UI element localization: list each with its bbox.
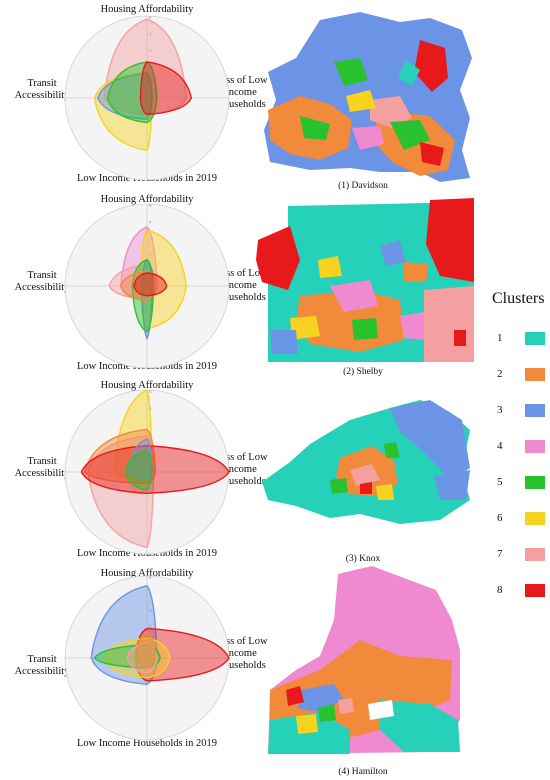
radar-tick-label: 4: [149, 31, 152, 36]
radar-tick-label: 3: [149, 608, 152, 613]
axis-label-top: Housing Affordability: [100, 380, 194, 391]
legend-swatch-1: [525, 332, 545, 345]
radar-series-cluster-2: [136, 630, 156, 669]
axis-label-top: Housing Affordability: [100, 4, 194, 15]
radar-series-cluster-3: [90, 585, 158, 685]
legend-label-5: 5: [497, 476, 503, 488]
radar-series-cluster-2: [83, 428, 156, 485]
radar-series-cluster-5: [124, 449, 153, 491]
radar-series-cluster-8: [133, 272, 168, 297]
radar-tick-label: 5: [149, 389, 152, 394]
axis-label-top: Housing Affordability: [100, 194, 194, 205]
axis-label-left: Transit Accessibility: [14, 78, 70, 101]
radar-tick-label: 5: [149, 203, 152, 208]
map-caption-hamilton: (4) Hamilton: [338, 767, 388, 777]
axis-label-right: Loss of Low Income Households: [214, 452, 268, 487]
map-caption-knox: (3) Knox: [345, 554, 381, 564]
radar-tick-label: 5: [149, 575, 152, 580]
radar-tick-label: 2: [149, 438, 152, 443]
legend-swatch-7: [525, 548, 545, 561]
radar-series-cluster-2: [120, 270, 155, 302]
axis-label-left: Transit Accessibility: [14, 654, 70, 677]
radar-series-cluster-5: [106, 61, 158, 124]
radar-tick-label: 5: [149, 15, 152, 20]
map-caption-davidson: (1) Davidson: [338, 181, 388, 191]
legend-label-1: 1: [497, 332, 503, 344]
radar-tick-label: 0: [149, 97, 152, 102]
radar-tick-label: 3: [149, 48, 152, 53]
radar-tick-label: 1: [149, 641, 152, 646]
radar-series-cluster-8: [80, 445, 230, 495]
legend-swatch-2: [525, 368, 545, 381]
legend-title: Clusters: [492, 290, 545, 307]
radar-tick-label: 4: [149, 405, 152, 410]
legend-swatch-5: [525, 476, 545, 489]
radar-tick-label: 2: [149, 624, 152, 629]
axis-label-left: Transit Accessibility: [14, 270, 70, 293]
axis-label-top: Housing Affordability: [100, 568, 194, 579]
legend-label-3: 3: [497, 404, 503, 416]
legend-swatch-8: [525, 584, 545, 597]
legend-label-8: 8: [497, 584, 503, 596]
legend-label-7: 7: [497, 548, 503, 560]
radar-tick-label: 3: [149, 236, 152, 241]
axis-label-bottom: Low Income Households in 2019: [77, 738, 217, 749]
legend-label-4: 4: [497, 440, 503, 452]
legend-label-2: 2: [497, 368, 503, 380]
radar-tick-label: 0: [149, 471, 152, 476]
axis-label-right: Loss of Low Income Households: [214, 268, 268, 303]
radar-tick-label: 4: [149, 219, 152, 224]
radar-tick-label: 0: [149, 657, 152, 662]
legend-label-6: 6: [497, 512, 503, 524]
radar-series-cluster-6: [113, 389, 153, 481]
legend-swatch-3: [525, 404, 545, 417]
axis-label-left: Transit Accessibility: [14, 456, 70, 479]
radar-series-cluster-8: [139, 61, 193, 116]
map-caption-shelby: (2) Shelby: [343, 367, 383, 377]
legend-swatch-6: [525, 512, 545, 525]
radar-tick-label: 0: [149, 285, 152, 290]
axis-label-right: Loss of Low Income Households: [214, 636, 268, 671]
radar-tick-label: 2: [149, 252, 152, 257]
axis-label-right: Loss of Low Income Households: [214, 75, 268, 110]
legend-swatch-4: [525, 440, 545, 453]
